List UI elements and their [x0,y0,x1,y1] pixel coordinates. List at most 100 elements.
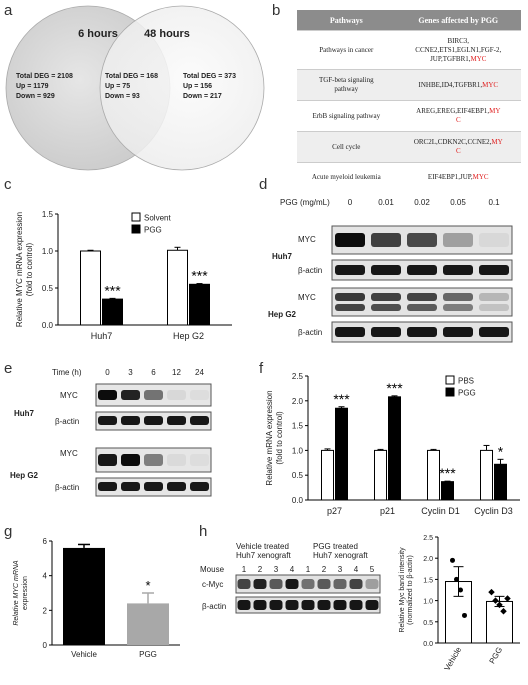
blot-band [144,454,163,466]
blot-band [335,293,365,301]
blot-band [335,304,365,311]
y-tick-label: 1.5 [423,577,433,584]
bar [167,249,188,326]
legend-swatch [445,375,455,385]
blot-band [253,579,267,589]
venn-diagram: 6 hours 48 hours Total DEG = 2108 Up = 1… [5,5,265,171]
lane-label: 12 [172,368,181,377]
group-label: Huh7 xenograft [313,551,368,560]
blot-row-label: β-actin [298,328,322,337]
myc-highlight: MYC [482,80,499,89]
blot-band [121,390,140,400]
blot-band [121,416,140,425]
lane-label: 0 [105,368,110,377]
y-axis-label: (fold to control) [275,411,284,465]
blot-band [253,600,267,610]
data-point [504,595,511,602]
table-header-pathways: Pathways [297,10,396,31]
cell-line-label: Hep G2 [268,310,297,319]
lane-label: 5 [370,565,375,574]
blot-band [237,579,251,589]
blot-band [121,482,140,491]
legend-swatch [445,387,455,397]
genes-text: ORC2L,CDKN2C,CCNE2, [413,138,492,146]
y-tick-label: 0 [43,641,48,650]
blot-band [301,579,315,589]
lane-label: 4 [354,565,359,574]
genes-text: AREG,EREG,EIF4EBP1, [416,107,490,115]
panel-label-f: f [259,360,264,377]
group-label: Vehicle treated [236,542,289,551]
blot-band [98,416,117,425]
bar [441,481,454,501]
blot-band [349,579,363,589]
y-axis-label: Relative MYC mRNA expression [15,212,24,327]
blot-band [479,265,509,275]
genes-text: JUP,TGFBR1, [430,54,471,63]
blot-band [190,390,209,400]
chart-g: 0 2 4 6 Relative MYC mRNA expression Vehicle * P… [13,537,180,659]
blot-band [301,600,315,610]
table-header-genes: Genes affected by PGG [395,10,521,31]
blot-band [365,579,379,589]
blot-band [317,600,331,610]
blot-band [237,600,251,610]
significance-marker: *** [104,282,121,298]
blot-band [371,265,401,275]
blot-band [371,233,401,247]
y-axis-label: Relative mRNA expression [265,390,274,485]
blot-row-label: MYC [60,449,78,458]
bar [102,298,123,326]
blot-band [335,265,365,275]
venn-mid-stat: Up = 75 [105,83,130,90]
cell-line-label: Huh7 [14,409,35,418]
blot-band [285,579,299,589]
blot-band [335,233,365,247]
legend-label: Solvent [144,214,171,223]
blot-band [407,293,437,301]
legend-swatch [131,224,141,234]
myc-highlight: MY [491,138,503,146]
legend-label: PGG [458,389,476,398]
blot-band [407,233,437,247]
genes-text: INHBE,ID4,TGFBR1, [418,80,483,89]
panel-label-c: c [4,176,12,193]
blot-band [269,579,283,589]
chart-h: 0.0 0.5 1.0 1.5 2.0 2.5 Relative Myc band inte… [399,535,520,672]
venn-right-stat: Down = 217 [183,93,222,100]
blot-band [98,454,117,466]
venn-left-title: 6 hours [78,28,118,40]
table-cell-genes: BIRC3, CCNE2,ETS1,EGLN1,FGF-2, JUP,TGFBR… [395,30,521,70]
blot-band [317,579,331,589]
chart-c: 0.0 0.5 1.0 1.5 Relative MYC mRNA expression… [15,210,232,341]
significance-marker: * [145,578,150,593]
blot-row-label: β-actin [298,266,322,275]
lane-label: 0.02 [414,198,430,207]
table-cell-pathway: Acute myeloid leukemia [297,162,396,191]
chart-f: 0.0 0.5 1.0 1.5 2.0 2.5 Relative mRNA expressi… [265,372,520,516]
venn-right-stat: Up = 156 [183,83,212,90]
blot-band [144,390,163,400]
lane-label: 6 [151,368,156,377]
significance-marker: *** [191,268,208,284]
bar [486,600,513,644]
table-row: Acute myeloid leukemia EIF4EBP1,JUP,MYC [297,162,521,191]
blot-band [443,327,473,337]
x-tick-label: Vehicle [443,645,464,672]
myc-highlight: C [455,147,461,155]
blot-band [190,482,209,491]
blot-membrane [331,287,513,317]
y-tick-label: 0.0 [423,641,433,648]
blot-row-label: β-actin [202,602,226,611]
bar [335,407,348,501]
table-cell-genes: AREG,EREG,EIF4EBP1,MY C [395,100,521,132]
y-tick-label: 4 [43,572,48,581]
bar [388,396,401,501]
x-tick-label: Cyclin D1 [421,506,460,516]
blot-header-label: PGG (mg/mL) [280,198,330,207]
bar [189,283,210,326]
group-label: PGG treated [313,542,358,551]
blot-band [479,304,509,311]
myc-highlight: MYC [472,172,489,181]
lane-label: 1 [242,565,247,574]
